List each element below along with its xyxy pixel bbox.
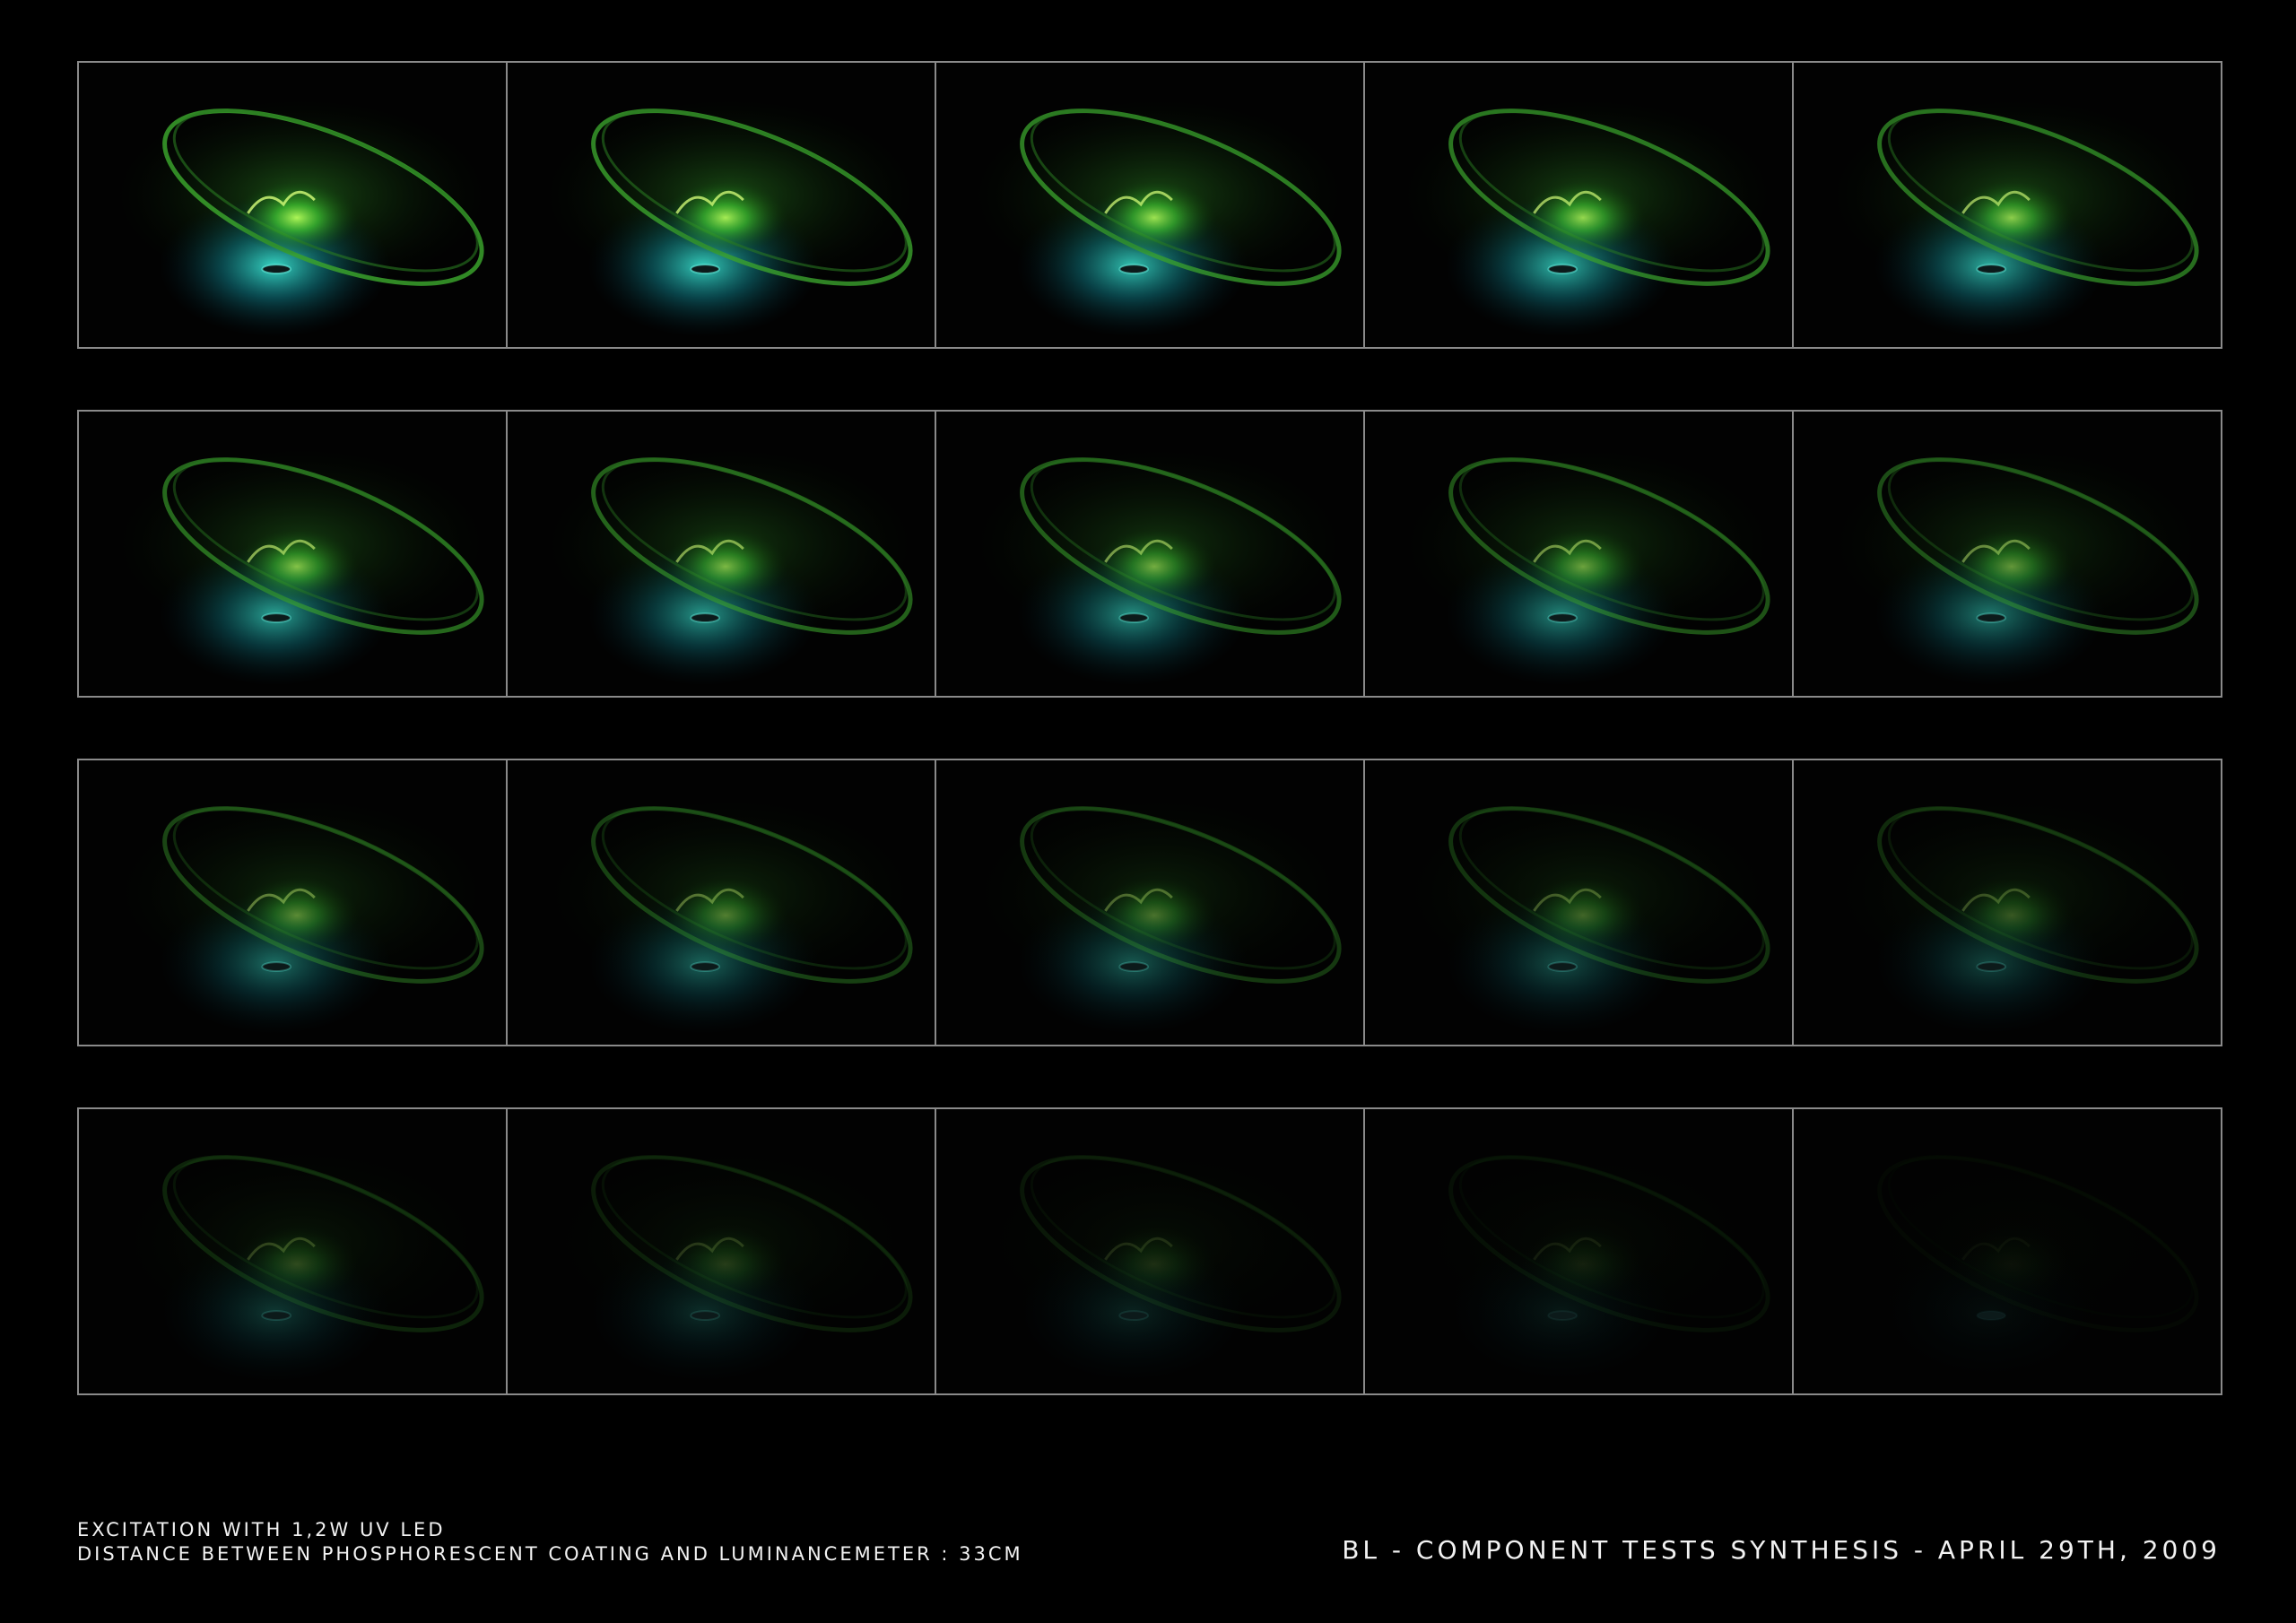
- lamp-photo: [971, 447, 1346, 687]
- photo-tile: 35% _ 4,887 cd/m²: [1363, 759, 1794, 1046]
- photo-tile: 85% _ 10,75 cd/m²: [1363, 61, 1794, 349]
- photo-tile: 40% _ 5,411 cd/m²: [935, 759, 1365, 1046]
- photo-tile: 95% _ 11,92 cd/m²: [506, 61, 936, 349]
- lamp-photo: [543, 98, 918, 338]
- lamp-photo: [114, 795, 489, 1036]
- synthesis-title: BL - COMPONENT TESTS SYNTHESIS - APRIL 2…: [1342, 1535, 2221, 1565]
- photo-tile: 55% _ 7,280 cd/m²: [1792, 410, 2222, 698]
- lamp-photo: [543, 795, 918, 1036]
- photo-tile: 50% _ 6,690 cd/m²: [77, 759, 508, 1046]
- lamp-photo: [1400, 795, 1775, 1036]
- lamp-photo: [971, 795, 1346, 1036]
- lamp-photo: [971, 1144, 1346, 1384]
- photo-tile: 45% _ 6,020 cd/m²: [506, 759, 936, 1046]
- photo-tile: 65% _ 8,563 cd/m²: [935, 410, 1365, 698]
- distance-note: DISTANCE BETWEEN PHOSPHORESCENT COATING …: [77, 1543, 1023, 1565]
- photo-tile: 60% _ 7,920 cd/m²: [1363, 410, 1794, 698]
- lamp-photo: [1829, 1144, 2204, 1384]
- lamp-photo: [1400, 98, 1775, 338]
- lamp-photo: [543, 1144, 918, 1384]
- photo-tile: 100% _ 12,60 cd/m²: [77, 61, 508, 349]
- lamp-photo: [1400, 1144, 1775, 1384]
- lamp-photo: [1829, 98, 2204, 338]
- photo-tile: 5% _ 0,806 cd/m²: [1792, 1107, 2222, 1395]
- lamp-photo: [114, 1144, 489, 1384]
- lamp-photo: [114, 447, 489, 687]
- photo-tile: 80% _ 10,21 cd/m²: [1792, 61, 2222, 349]
- test-notes: EXCITATION WITH 1,2W UV LED DISTANCE BET…: [77, 1518, 1023, 1567]
- excitation-note: EXCITATION WITH 1,2W UV LED: [77, 1519, 446, 1541]
- lamp-photo: [543, 447, 918, 687]
- photo-tile: 20% _ 2,877 cd/m²: [506, 1107, 936, 1395]
- photo-tile: 90% _ 11,42 cd/m²: [935, 61, 1365, 349]
- lamp-photo: [1400, 447, 1775, 687]
- photo-grid: 100% _ 12,60 cd/m²: [77, 61, 2222, 1395]
- lamp-photo: [971, 98, 1346, 338]
- photo-tile: 70% _ 9,156 cd/m²: [506, 410, 936, 698]
- lamp-photo: [1829, 795, 2204, 1036]
- photo-tile: 75% _ 9,750 cd/m²: [77, 410, 508, 698]
- lamp-photo: [1829, 447, 2204, 687]
- photo-tile: 10% _ 1,605 cd/m²: [1363, 1107, 1794, 1395]
- photo-tile: 15% _ 2,180 cd/m²: [935, 1107, 1365, 1395]
- lamp-photo: [114, 98, 489, 338]
- photo-tile: 25% _ 3,557 cd/m²: [77, 1107, 508, 1395]
- photo-tile: 30% _ 4,241 cd/m²: [1792, 759, 2222, 1046]
